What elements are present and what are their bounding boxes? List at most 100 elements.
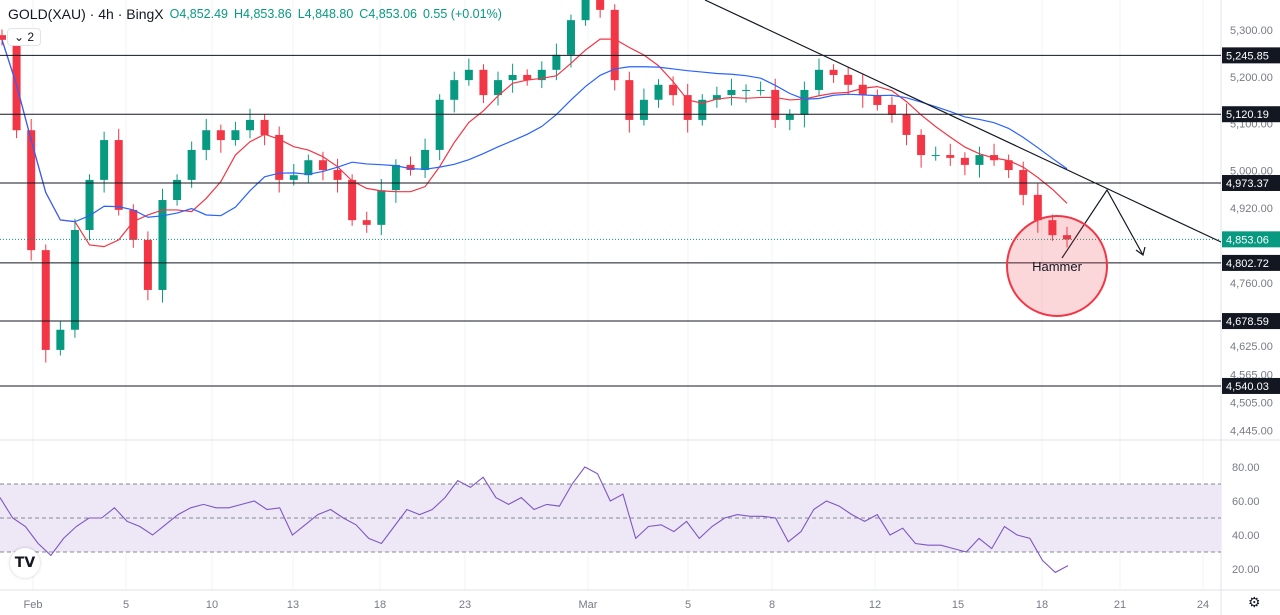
level-price-tag xyxy=(1222,377,1280,394)
downtrend-line xyxy=(704,0,1222,243)
candle-body xyxy=(625,80,634,120)
candle-body xyxy=(1048,220,1057,236)
price-tick-label: 4,625.00 xyxy=(1230,341,1273,353)
time-tick-label: 5 xyxy=(123,599,129,611)
candle-body xyxy=(494,80,503,96)
candle-body xyxy=(129,209,138,240)
candle-body xyxy=(421,149,430,171)
candle-body xyxy=(202,130,211,150)
time-tick-label: 23 xyxy=(459,599,471,611)
ohlc-open: O4,852.49 xyxy=(169,7,228,21)
time-tick-label: Feb xyxy=(24,599,43,611)
candle-body xyxy=(931,155,940,157)
level-price-label: 4,540.03 xyxy=(1226,381,1269,393)
candle-body xyxy=(246,119,255,131)
candle-body xyxy=(829,69,838,75)
candle-body xyxy=(960,157,969,165)
level-price-tag xyxy=(1222,47,1280,64)
projection-path xyxy=(1061,188,1144,259)
candle-body xyxy=(1004,160,1013,171)
ma-fast-line xyxy=(1,38,1068,248)
rsi-tick-label: 60.00 xyxy=(1232,496,1260,508)
candle-body xyxy=(844,74,853,85)
symbol-legend: GOLD(XAU) · 4h · BingX O4,852.49 H4,853.… xyxy=(8,6,502,22)
price-tick-label: 5,200.00 xyxy=(1230,72,1273,84)
candle-body xyxy=(377,190,386,225)
candle-body xyxy=(917,134,926,156)
level-price-tag xyxy=(1222,313,1280,330)
candle-body xyxy=(231,130,240,141)
candle-body xyxy=(800,89,809,115)
candle-body xyxy=(610,9,619,81)
candle-body xyxy=(100,140,109,180)
rsi-tick-label: 20.00 xyxy=(1232,564,1260,576)
price-tick-label: 5,000.00 xyxy=(1230,166,1273,178)
level-price-tag xyxy=(1222,174,1280,191)
ohlc-high: H4,853.86 xyxy=(234,7,292,21)
candle-body xyxy=(41,250,50,350)
candle-body xyxy=(1063,235,1071,240)
candle-body xyxy=(0,35,6,40)
candle-body xyxy=(260,119,269,135)
candle-body xyxy=(85,179,94,230)
candle-body xyxy=(712,95,721,100)
candle-body xyxy=(114,140,123,210)
level-price-label: 4,678.59 xyxy=(1226,316,1269,328)
price-tick-label: 4,445.00 xyxy=(1230,425,1273,437)
candle-body xyxy=(654,84,663,100)
candle-body xyxy=(479,69,488,96)
candle-body xyxy=(552,54,561,70)
candle-body xyxy=(756,89,765,91)
ohlc-close: C4,853.06 xyxy=(359,7,417,21)
time-tick-label: 5 xyxy=(685,599,691,611)
level-price-label: 5,245.85 xyxy=(1226,50,1269,62)
candle-body xyxy=(523,74,532,81)
time-tick-label: 12 xyxy=(869,599,881,611)
time-tick-label: Mar xyxy=(579,599,598,611)
candle-body xyxy=(1033,194,1042,221)
time-tick-label: 18 xyxy=(1036,599,1048,611)
candle-body xyxy=(289,175,298,180)
candle-body xyxy=(70,230,79,330)
candle-body xyxy=(887,104,896,115)
candle-body xyxy=(669,84,678,96)
candle-body xyxy=(56,329,65,350)
rsi-tick-label: 40.00 xyxy=(1232,530,1260,542)
candle-body xyxy=(698,99,707,120)
candle-body xyxy=(275,134,284,180)
candle-body xyxy=(508,74,517,81)
candle-body xyxy=(537,69,546,81)
candle-body xyxy=(1019,170,1028,195)
candle-body xyxy=(173,179,182,201)
indicators-toggle-button[interactable]: ⌄ 2 xyxy=(7,28,42,46)
candle-body xyxy=(814,69,823,90)
price-tick-label: 4,760.00 xyxy=(1230,278,1273,290)
rsi-tick-label: 80.00 xyxy=(1232,462,1260,474)
candle-body xyxy=(785,114,794,120)
time-tick-label: 15 xyxy=(952,599,964,611)
settings-gear-icon[interactable]: ⚙ xyxy=(1248,594,1261,610)
level-price-label: 4,802.72 xyxy=(1226,258,1269,270)
tradingview-logo[interactable]: TV xyxy=(10,548,40,578)
ma-slow-line xyxy=(1,39,1068,223)
time-tick-label: 21 xyxy=(1114,599,1126,611)
candle-body xyxy=(683,95,692,120)
last-price-tag xyxy=(1222,231,1280,248)
ohlc-change: 0.55 (+0.01%) xyxy=(422,7,502,21)
symbol-title[interactable]: GOLD(XAU) · 4h · BingX xyxy=(8,6,164,22)
candle-body xyxy=(742,89,751,91)
price-tick-label: 4,920.00 xyxy=(1230,203,1273,215)
candle-body xyxy=(143,239,152,290)
candle-body xyxy=(946,155,955,158)
level-price-tag xyxy=(1222,254,1280,271)
candle-body xyxy=(771,89,780,120)
projection-arrow-icon xyxy=(1135,246,1146,257)
time-tick-label: 18 xyxy=(374,599,386,611)
candle-body xyxy=(435,99,444,150)
candle-body xyxy=(975,155,984,165)
candle-body xyxy=(406,164,415,171)
candle-body xyxy=(566,20,575,55)
candle-body xyxy=(304,160,313,176)
candle-body xyxy=(639,99,648,120)
